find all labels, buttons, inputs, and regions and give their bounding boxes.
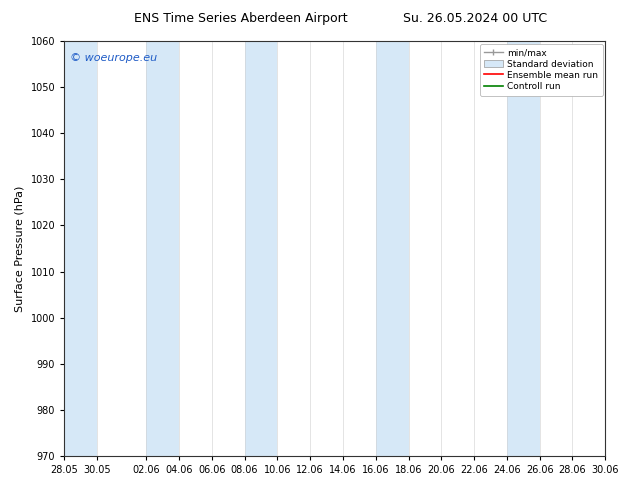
Legend: min/max, Standard deviation, Ensemble mean run, Controll run: min/max, Standard deviation, Ensemble me… <box>480 44 602 96</box>
Bar <box>507 41 540 456</box>
Y-axis label: Surface Pressure (hPa): Surface Pressure (hPa) <box>15 185 25 312</box>
Bar <box>146 41 179 456</box>
Bar <box>376 41 408 456</box>
Text: © woeurope.eu: © woeurope.eu <box>70 53 157 64</box>
Bar <box>245 41 277 456</box>
Bar <box>64 41 97 456</box>
Text: ENS Time Series Aberdeen Airport: ENS Time Series Aberdeen Airport <box>134 12 347 25</box>
Text: Su. 26.05.2024 00 UTC: Su. 26.05.2024 00 UTC <box>403 12 548 25</box>
